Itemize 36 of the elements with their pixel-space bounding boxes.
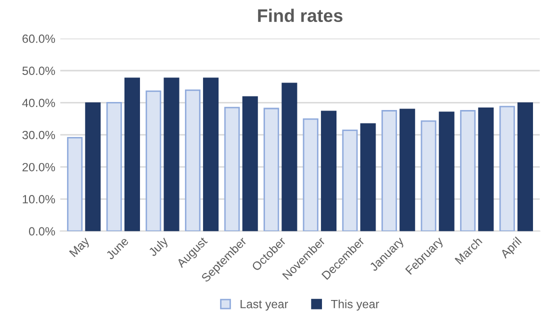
bar xyxy=(242,96,258,232)
bar xyxy=(302,118,318,232)
y-tick-label: 40.0% xyxy=(22,98,55,108)
bar xyxy=(478,107,494,232)
bar xyxy=(124,78,140,232)
y-tick-label: 0.0% xyxy=(28,227,55,236)
bar xyxy=(460,110,476,232)
x-tick-label: July xyxy=(148,236,170,258)
y-tick-label: 30.0% xyxy=(22,130,55,140)
bar xyxy=(106,102,122,232)
bar xyxy=(224,106,240,232)
bar xyxy=(438,112,454,232)
chart-title: Find rates xyxy=(258,8,342,22)
bar xyxy=(342,130,358,232)
bar xyxy=(85,102,101,232)
bar xyxy=(264,108,280,232)
bar xyxy=(360,123,376,232)
bar xyxy=(184,90,200,232)
y-tick-label: 60.0% xyxy=(22,34,55,43)
legend-label: Last year xyxy=(240,300,288,311)
bar xyxy=(517,102,534,232)
y-tick-label: 10.0% xyxy=(22,195,55,204)
y-tick-label: 50.0% xyxy=(22,66,55,76)
bar xyxy=(400,108,416,232)
bar xyxy=(203,78,219,232)
bar xyxy=(146,90,162,232)
bar xyxy=(282,82,298,232)
bar xyxy=(381,110,398,232)
bar xyxy=(320,110,336,232)
x-tick-label: May xyxy=(69,236,92,259)
bar xyxy=(164,78,180,232)
bar xyxy=(420,120,436,232)
bar xyxy=(499,106,515,232)
bar xyxy=(67,137,83,232)
y-tick-label: 20.0% xyxy=(22,162,55,172)
legend-label: This year xyxy=(330,300,380,311)
